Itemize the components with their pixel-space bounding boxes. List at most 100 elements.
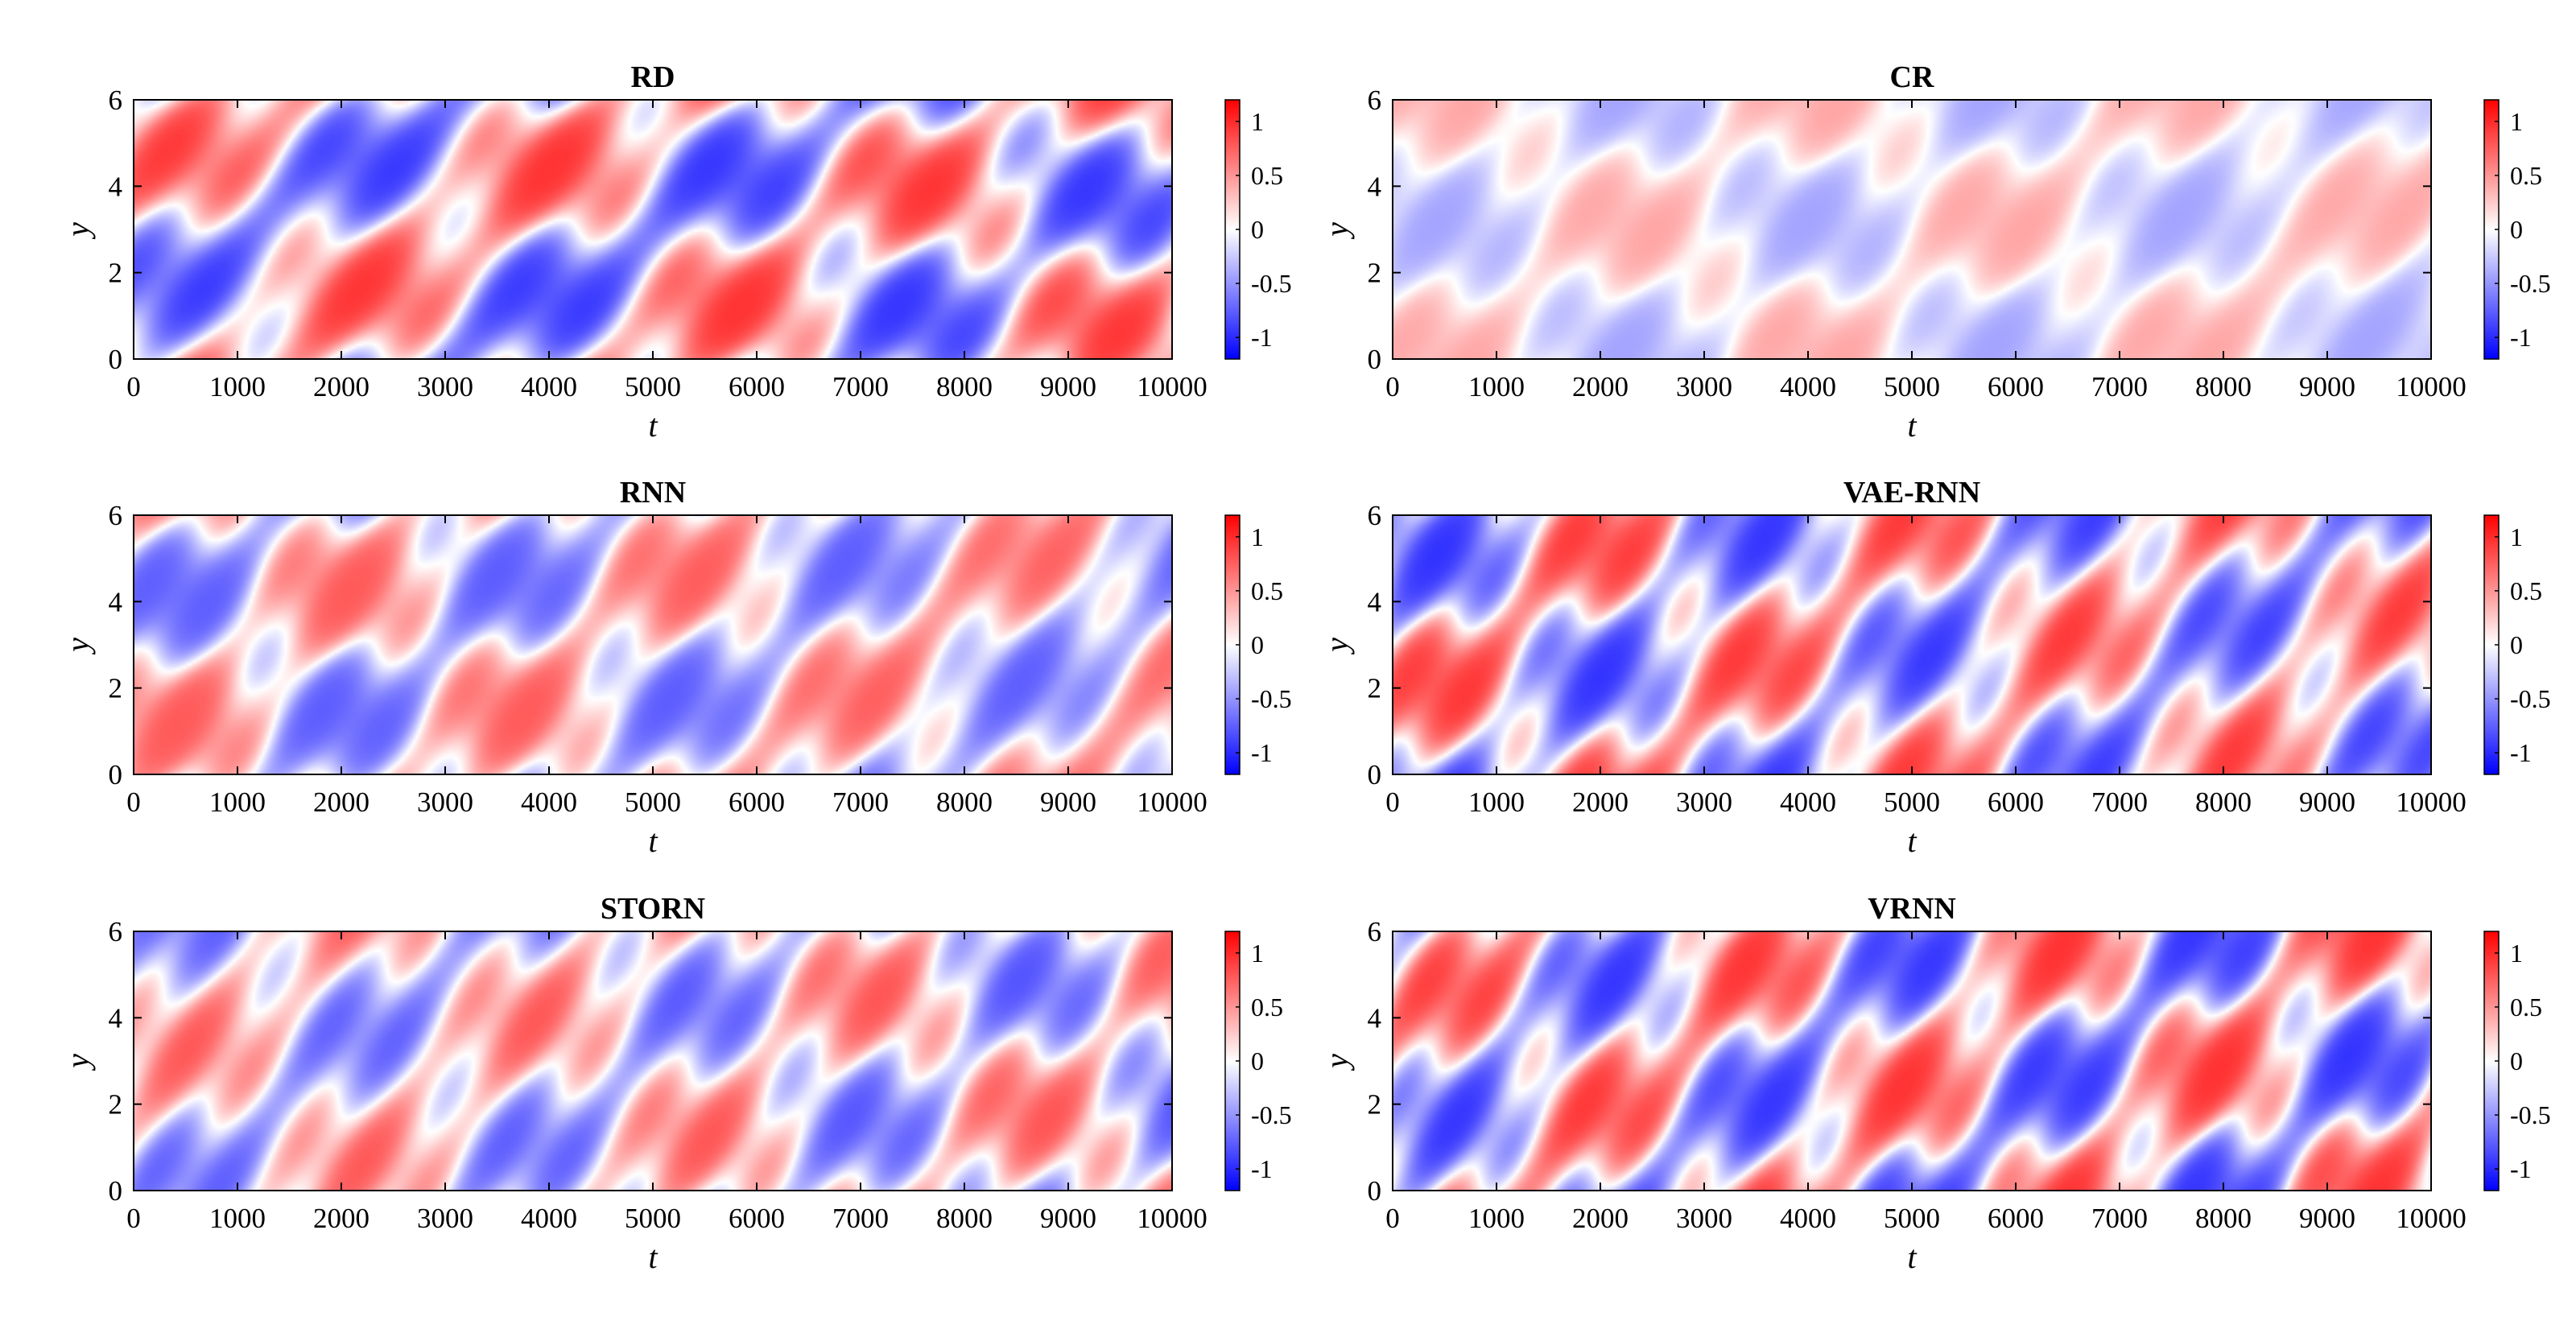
colorbar-tick-label: -0.5 — [1251, 684, 1292, 713]
y-tick-label: 4 — [1368, 586, 1382, 617]
y-tick-label: 0 — [109, 344, 123, 375]
x-tick-label: 6000 — [1988, 786, 2044, 818]
x-tick-label: 6000 — [1988, 371, 2044, 402]
x-tick-label: 1000 — [1468, 1203, 1525, 1234]
x-tick-label: 9000 — [1040, 371, 1096, 402]
panel-vrnn: 0 1000 2000 3000 4000 5000 6000 7000 8000 9000 100… — [1319, 892, 2551, 1275]
heatmap-image — [1393, 100, 2431, 359]
x-tick-label: 7000 — [2091, 1203, 2148, 1234]
colorbar-tick-label: 0 — [2510, 215, 2523, 244]
colorbar-tick-label: 0 — [2510, 1046, 2523, 1075]
colorbar: 1 0.5 0 -0.5 -1 — [1224, 931, 1292, 1191]
x-axis-label: t — [648, 1239, 658, 1275]
x-axis-label: t — [1907, 823, 1917, 859]
colorbar-tick-label: -0.5 — [1251, 1100, 1292, 1129]
x-tick-label: 0 — [126, 371, 141, 402]
panel-vae-rnn: 0 1000 2000 3000 4000 5000 6000 7000 8000 9000 100… — [1319, 476, 2551, 859]
x-axis-label: t — [1907, 1239, 1917, 1275]
x-tick-label: 10000 — [2396, 1203, 2467, 1234]
y-axis-label: y — [1319, 222, 1355, 240]
colorbar-tick-label: 1 — [1251, 522, 1264, 551]
colorbar-tick-label: 0.5 — [1251, 576, 1283, 605]
x-tick-label: 4000 — [1780, 786, 1836, 818]
x-tick-label: 3000 — [417, 1203, 473, 1234]
colorbar-tick-label: 0.5 — [1251, 993, 1283, 1022]
y-tick-label: 2 — [1368, 258, 1382, 289]
panel-title: VAE-RNN — [1843, 476, 1980, 510]
x-tick-label: 9000 — [2299, 1203, 2355, 1234]
x-tick-label: 1000 — [209, 371, 266, 402]
panel-title: CR — [1890, 60, 1934, 94]
heatmap-image — [1393, 515, 2431, 774]
y-tick-label: 4 — [1368, 1002, 1382, 1034]
x-tick-label: 8000 — [936, 786, 993, 818]
colorbar-tick-label: 0 — [1251, 630, 1264, 659]
x-tick-label: 9000 — [1040, 1203, 1096, 1234]
x-axis-label: t — [1907, 407, 1917, 444]
x-tick-label: 2000 — [313, 786, 369, 818]
heatmap-image — [134, 100, 1172, 359]
y-axis-label: y — [60, 222, 96, 240]
x-tick-label: 3000 — [417, 371, 473, 402]
colorbar-tick-label: -1 — [2510, 323, 2532, 352]
y-tick-label: 2 — [1368, 1089, 1382, 1121]
colorbar-tick-label: 0.5 — [2510, 993, 2542, 1022]
panel-title: RD — [631, 60, 675, 94]
colorbar: 1 0.5 0 -0.5 -1 — [1224, 99, 1292, 360]
x-tick-label: 1000 — [1468, 371, 1525, 402]
y-tick-label: 6 — [1368, 500, 1382, 531]
colorbar: 1 0.5 0 -0.5 -1 — [2483, 99, 2551, 360]
x-tick-label: 0 — [1385, 1203, 1400, 1234]
y-tick-label: 2 — [109, 1089, 123, 1121]
colorbar-tick-label: 0.5 — [2510, 576, 2542, 605]
x-tick-label: 4000 — [521, 786, 577, 818]
x-tick-label: 6000 — [729, 786, 785, 818]
x-tick-label: 2000 — [313, 1203, 369, 1234]
heatmap-image — [134, 931, 1172, 1191]
x-tick-label: 0 — [1385, 371, 1400, 402]
x-tick-label: 2000 — [1572, 371, 1629, 402]
x-tick-label: 4000 — [1780, 371, 1836, 402]
x-tick-label: 1000 — [209, 786, 266, 818]
y-tick-label: 4 — [109, 1002, 123, 1034]
y-tick-label: 4 — [1368, 171, 1382, 202]
x-tick-label: 8000 — [936, 1203, 993, 1234]
y-tick-label: 4 — [109, 171, 123, 202]
x-tick-label: 5000 — [1884, 371, 1940, 402]
y-axis-label: y — [1319, 1054, 1355, 1071]
colorbar-tick-label: 0.5 — [1251, 161, 1283, 190]
panel-title: STORN — [601, 892, 705, 926]
x-tick-label: 7000 — [832, 1203, 889, 1234]
x-tick-label: 10000 — [2396, 786, 2467, 818]
x-axis-label: t — [648, 407, 658, 444]
panel-rd: 0 1000 2000 3000 4000 5000 6000 7000 8000 9000 100… — [60, 60, 1292, 444]
y-tick-label: 2 — [109, 673, 123, 704]
x-tick-label: 10000 — [1137, 371, 1208, 402]
colorbar-tick-label: 0 — [2510, 630, 2523, 659]
y-tick-label: 0 — [109, 759, 123, 790]
x-tick-label: 7000 — [832, 371, 889, 402]
colorbar-tick-label: -1 — [1251, 323, 1273, 352]
colorbar-tick-label: 0 — [1251, 215, 1264, 244]
heatmap-image — [134, 515, 1172, 774]
x-tick-label: 10000 — [1137, 1203, 1208, 1234]
panel-title: VRNN — [1868, 892, 1956, 926]
x-tick-label: 8000 — [936, 371, 993, 402]
x-tick-label: 8000 — [2195, 371, 2252, 402]
colorbar-tick-label: -1 — [1251, 738, 1273, 767]
colorbar-tick-label: -0.5 — [1251, 269, 1292, 298]
x-tick-label: 6000 — [1988, 1203, 2044, 1234]
x-tick-label: 5000 — [1884, 1203, 1940, 1234]
x-tick-label: 1000 — [1468, 786, 1525, 818]
colorbar: 1 0.5 0 -0.5 -1 — [2483, 931, 2551, 1191]
colorbar: 1 0.5 0 -0.5 -1 — [2483, 514, 2551, 775]
x-tick-label: 2000 — [313, 371, 369, 402]
panel-rnn: 0 1000 2000 3000 4000 5000 6000 7000 8000 9000 100… — [60, 476, 1292, 859]
panel-storn: 0 1000 2000 3000 4000 5000 6000 7000 8000 9000 100… — [60, 892, 1292, 1275]
colorbar-tick-label: 1 — [1251, 939, 1264, 968]
x-tick-label: 6000 — [729, 1203, 785, 1234]
x-tick-label: 5000 — [625, 1203, 681, 1234]
colorbar-tick-label: -0.5 — [2510, 1100, 2551, 1129]
x-tick-label: 4000 — [521, 1203, 577, 1234]
x-tick-label: 3000 — [1676, 1203, 1732, 1234]
